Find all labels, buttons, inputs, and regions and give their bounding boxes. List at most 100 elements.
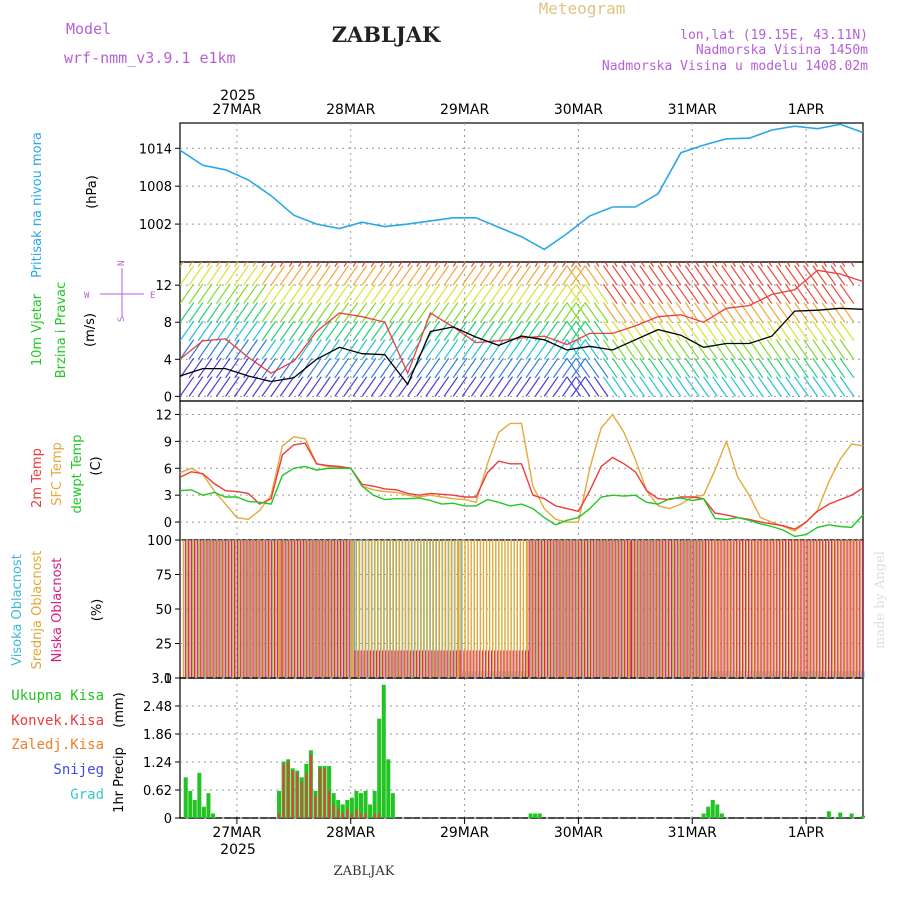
y-tick-label: 6	[164, 462, 172, 477]
wind-barb	[225, 262, 230, 267]
wind-barb	[307, 262, 312, 267]
wind-barb	[613, 262, 618, 267]
y-tick-label: 1014	[139, 142, 172, 157]
wind-barb	[461, 357, 477, 379]
wind-barb	[343, 262, 348, 267]
wind-barb	[443, 339, 459, 360]
wind-barb	[543, 283, 559, 305]
wind-barb	[407, 320, 422, 342]
wind-barb	[566, 302, 582, 323]
wind-barb	[722, 262, 727, 267]
wind-barb	[361, 357, 377, 379]
wind-barb	[498, 320, 513, 342]
wind-barb	[657, 357, 673, 379]
y-tick-label: 1.24	[143, 756, 172, 771]
wind-barb	[775, 265, 791, 286]
wind-barb	[552, 265, 568, 286]
wind-barb	[693, 376, 709, 397]
wind-barb	[470, 265, 486, 286]
temp-ylabel-3: dewpt Temp	[70, 434, 85, 513]
wind-barb	[334, 320, 350, 342]
wind-barb	[584, 302, 600, 323]
wind-barb	[516, 302, 532, 323]
wind-barb	[452, 302, 468, 323]
model-label: Model	[66, 20, 111, 38]
wind-barb	[703, 302, 718, 323]
wind-barb	[334, 357, 350, 379]
wind-barb	[766, 320, 782, 342]
wind-barb	[461, 265, 477, 286]
wind-barb	[225, 283, 240, 305]
top-year: 2025	[220, 88, 256, 104]
wind-barb	[243, 262, 248, 267]
precip-bar-convective	[341, 813, 344, 818]
wind-barb	[188, 320, 204, 342]
wind-barb	[830, 339, 846, 360]
wind-barb	[461, 283, 477, 305]
precip-bar-convective	[291, 770, 294, 818]
wind-barb	[206, 283, 222, 305]
wind-barb	[712, 339, 727, 360]
wind-barb	[767, 262, 773, 267]
wind-barb	[489, 357, 504, 379]
wind-barb	[461, 302, 477, 323]
wind-barb	[325, 320, 340, 342]
wind-barb	[297, 265, 313, 286]
wind-barb	[721, 376, 736, 397]
wind-barb	[784, 357, 800, 379]
wind-barb	[621, 376, 636, 397]
wind-barb	[180, 339, 195, 360]
wind-barb	[443, 376, 459, 397]
precip-bar-total	[354, 790, 359, 818]
wind-barb	[584, 376, 600, 397]
wind-barb	[234, 339, 249, 360]
cloud-ylabel-1: Visoka Oblacnost	[10, 554, 25, 666]
wind-barb	[630, 283, 645, 305]
wind-barb	[602, 302, 618, 323]
grid-lines	[236, 123, 807, 818]
y-tick-label: 4	[164, 353, 172, 368]
wind-barb	[584, 357, 600, 379]
wind-barb	[552, 320, 568, 342]
wind-barb	[416, 302, 432, 323]
wind-barb	[630, 339, 645, 360]
wind-barb	[831, 262, 837, 267]
compass-north: N	[117, 261, 127, 266]
wind-barb	[288, 320, 304, 342]
wind-barb	[525, 357, 541, 379]
precip-bar-convective	[364, 813, 367, 818]
wind-barb	[795, 262, 800, 267]
wind-barb	[839, 265, 855, 286]
top-day-label: 30MAR	[554, 102, 603, 118]
wind-barb	[452, 339, 468, 360]
wind-barb	[489, 302, 504, 323]
wind-barb	[452, 262, 458, 267]
wind-barb	[676, 262, 682, 267]
precip-bar-total	[838, 812, 843, 818]
wind-barb	[666, 265, 682, 286]
wind-barb	[288, 357, 304, 379]
wind-barb	[839, 302, 855, 323]
wind-barb	[507, 339, 523, 360]
compass-east: E	[150, 291, 155, 301]
wind-barb	[812, 283, 828, 305]
wind-barb	[370, 320, 386, 342]
wind-barb	[749, 262, 755, 267]
wind-barb	[534, 302, 550, 323]
wind-barb	[425, 357, 441, 379]
wind-barb	[571, 283, 586, 305]
wind-barb	[693, 357, 709, 379]
wind-barb	[803, 283, 818, 305]
wind-barb	[821, 320, 837, 342]
wind-barb	[830, 376, 846, 397]
wind-barb	[561, 283, 577, 305]
top-day-labels: 27MAR 28MAR 29MAR 30MAR 31MAR 1APR	[212, 102, 824, 118]
wind-barb	[388, 283, 404, 305]
wind-barb	[343, 357, 359, 379]
wind-barb	[561, 265, 577, 286]
wind-barb	[279, 265, 295, 286]
wind-barb	[407, 376, 422, 397]
wind-barb	[821, 283, 837, 305]
wind-barb	[434, 265, 450, 286]
wind-barb	[197, 283, 213, 305]
